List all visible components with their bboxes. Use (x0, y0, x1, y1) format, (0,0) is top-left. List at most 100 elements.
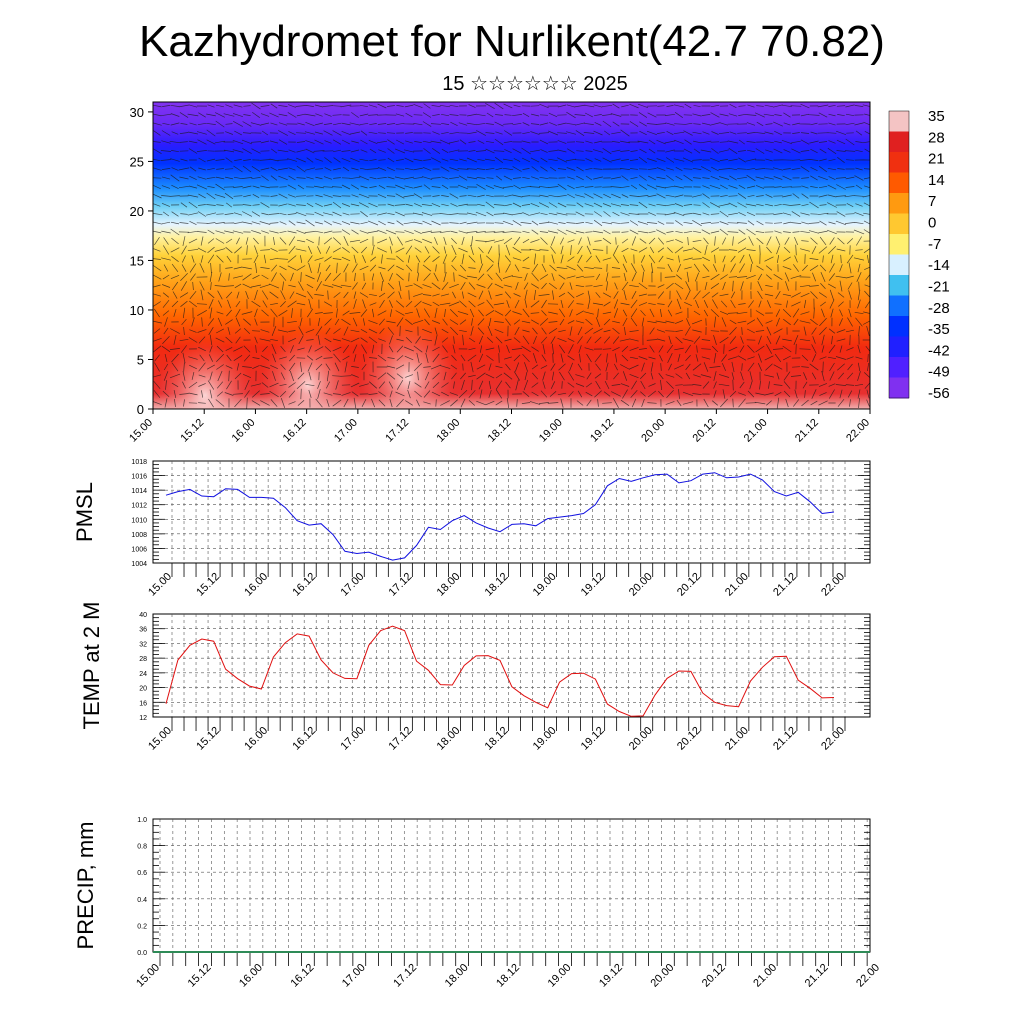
x-tick-label: 22.00 (854, 962, 882, 990)
chart-title: Kazhydromet for Nurlikent(42.7 70.82) (139, 17, 885, 66)
plot-frame (152, 460, 871, 564)
x-tick-label: 21.00 (723, 571, 751, 599)
colorbar-swatch (889, 131, 909, 153)
plot-frame (152, 818, 871, 953)
x-tick-label: 20.12 (700, 962, 728, 990)
heatmap-field (153, 102, 870, 409)
y-tick-label: 1012 (131, 503, 147, 510)
colorbar-swatch (889, 275, 909, 296)
colorbar-label: -14 (928, 257, 950, 274)
colorbar-label: 28 (928, 129, 945, 146)
x-tick-label: 19.00 (531, 571, 559, 599)
colorbar-label: -21 (928, 278, 950, 295)
colorbar-label: -42 (928, 342, 950, 359)
x-tick-label: 18.00 (435, 571, 463, 599)
y-tick-label: 20 (130, 204, 144, 219)
colorbar-label: -7 (928, 236, 941, 253)
y-axis-label: PRECIP, mm (73, 822, 98, 950)
series-line (165, 472, 835, 561)
colorbar-label: 14 (928, 172, 945, 189)
colorbar-label: -56 (928, 385, 950, 402)
x-tick-label: 22.00 (819, 571, 847, 599)
x-tick-label: 20.00 (639, 417, 667, 445)
colorbar-label: -35 (928, 321, 950, 338)
colorbar-label: 21 (928, 151, 945, 168)
x-tick-label: 20.12 (675, 725, 703, 753)
colorbar-label: 7 (928, 193, 936, 210)
y-tick-label: 12 (139, 715, 147, 722)
warm-core (360, 323, 456, 409)
x-tick-label: 16.12 (290, 725, 318, 753)
colorbar-swatch (889, 111, 909, 132)
x-tick-label: 17.12 (383, 417, 411, 445)
y-axis-label: PMSL (72, 482, 97, 542)
colorbar-swatch (889, 172, 909, 194)
x-tick-label: 18.12 (483, 725, 511, 753)
y-tick-label: 5 (137, 352, 144, 367)
x-tick-label: 21.00 (751, 962, 779, 990)
x-tick-label: 19.00 (531, 725, 559, 753)
x-tick-label: 20.12 (675, 571, 703, 599)
x-tick-label: 20.00 (648, 962, 676, 990)
x-tick-label: 15.00 (127, 417, 155, 445)
colorbar-swatch (889, 295, 909, 317)
colorbar-label: -28 (928, 300, 950, 317)
colorbar-swatch (889, 152, 909, 173)
x-tick-label: 17.12 (387, 571, 415, 599)
x-tick-label: 17.00 (340, 962, 368, 990)
series-line (165, 625, 835, 717)
x-tick-label: 16.00 (230, 417, 258, 445)
x-tick-label: 15.12 (194, 571, 222, 599)
x-tick-label: 21.12 (771, 725, 799, 753)
x-tick-label: 17.00 (338, 571, 366, 599)
x-tick-label: 15.00 (134, 962, 162, 990)
y-tick-label: 1008 (131, 532, 147, 539)
heatmap-panel (153, 102, 870, 409)
line-panel-3: 0.0 0.2 0.4 0.6 0.8 1.0 15.00 15.12 16.00 16.12 17… (73, 817, 882, 990)
y-tick-label: 1004 (131, 561, 147, 568)
colorbar-label: 35 (928, 108, 945, 125)
plot-frame (152, 613, 871, 718)
x-tick-label: 18.12 (494, 962, 522, 990)
y-tick-label: 0.4 (137, 897, 147, 904)
x-tick-label: 15.12 (194, 725, 222, 753)
y-tick-label: 0.6 (137, 870, 147, 877)
x-tick-label: 15.00 (146, 725, 174, 753)
x-tick-label: 19.00 (546, 962, 574, 990)
x-tick-label: 16.12 (290, 571, 318, 599)
y-tick-label: 1010 (131, 517, 147, 524)
warm-core (157, 340, 253, 409)
x-tick-label: 16.12 (288, 962, 316, 990)
colorbar-swatch (889, 316, 909, 337)
x-tick-label: 18.12 (483, 571, 511, 599)
colorbar-swatch (889, 193, 909, 214)
x-tick-label: 17.12 (391, 962, 419, 990)
y-tick-label: 30 (130, 105, 144, 120)
colorbar-frame (888, 110, 910, 399)
x-tick-label: 15.00 (146, 571, 174, 599)
y-tick-label: 20 (139, 686, 147, 693)
colorbar-label: -49 (928, 364, 950, 381)
x-tick-label: 19.12 (579, 571, 607, 599)
x-tick-label: 16.00 (242, 725, 270, 753)
x-tick-label: 17.00 (332, 417, 360, 445)
x-tick-label: 16.00 (237, 962, 265, 990)
y-tick-label: 15 (130, 253, 144, 268)
y-tick-label: 1014 (131, 488, 147, 495)
x-tick-label: 21.12 (803, 962, 831, 990)
colorbar-swatch (889, 254, 909, 276)
y-tick-label: 0.8 (137, 844, 147, 851)
x-tick-label: 18.00 (435, 725, 463, 753)
line-panel-1: 1004 1006 1008 1010 1012 1014 1016 1018 15.00 15.… (72, 459, 871, 599)
x-tick-label: 17.12 (387, 725, 415, 753)
colorbar-swatch (889, 213, 909, 235)
x-tick-label: 21.00 (742, 417, 770, 445)
x-tick-label: 17.00 (338, 725, 366, 753)
y-tick-label: 0.2 (137, 923, 147, 930)
y-tick-label: 36 (139, 627, 147, 634)
x-tick-label: 21.12 (771, 571, 799, 599)
colorbar-swatch (889, 234, 909, 255)
x-tick-label: 19.00 (537, 417, 565, 445)
x-tick-label: 22.00 (819, 725, 847, 753)
